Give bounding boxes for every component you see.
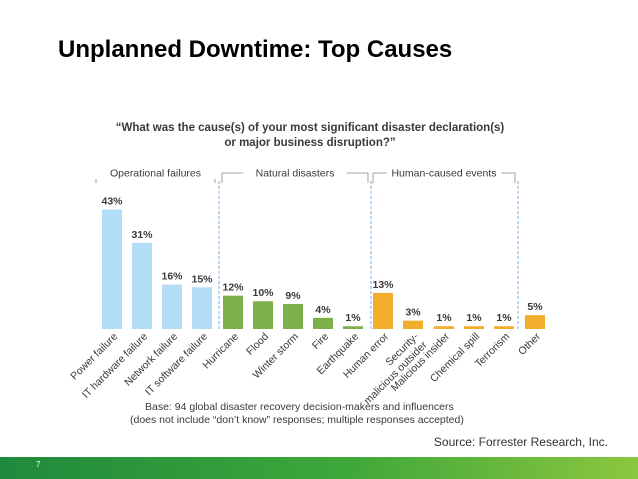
page-number: 7 [36, 460, 41, 469]
bar [132, 242, 152, 329]
category-label: Other [516, 330, 543, 357]
category-label-line: Fire [310, 331, 331, 352]
category-label-line: Other [516, 330, 543, 357]
bar-value-label: 16% [161, 271, 183, 283]
bar [253, 301, 273, 329]
group-label: Human-caused events [391, 168, 496, 180]
bar [373, 292, 393, 329]
bar-value-label: 43% [101, 196, 123, 208]
bar-value-label: 12% [222, 282, 244, 294]
group-label-bg [95, 165, 216, 179]
bar-value-label: 1% [496, 312, 512, 324]
base-note-line: (does not include “don’t know” responses… [130, 414, 464, 426]
source-citation: Source: Forrester Research, Inc. [433, 435, 608, 449]
bar-value-label: 10% [252, 287, 274, 299]
bar [403, 320, 423, 329]
chart-question-line: or major business disruption?” [224, 137, 395, 149]
base-note-line: Base: 94 global disaster recovery decisi… [145, 401, 454, 413]
bar [192, 287, 212, 329]
category-label: Fire [310, 331, 331, 352]
group-label-bg [243, 165, 347, 179]
bar-value-label: 1% [436, 312, 452, 324]
bar-value-label: 1% [466, 312, 482, 324]
bar [223, 295, 243, 329]
group-label: Operational failures [110, 168, 201, 180]
bar-value-label: 9% [285, 290, 301, 302]
bar-value-label: 5% [527, 301, 543, 313]
bar-value-label: 15% [191, 273, 213, 285]
footer-bar: 7 [0, 457, 638, 479]
bar-value-label: 4% [315, 304, 331, 316]
bar [343, 326, 363, 329]
slide-title: Unplanned Downtime: Top Causes [58, 36, 453, 63]
bar [525, 315, 545, 329]
group-label-bg [386, 165, 502, 179]
category-label-line: Flood [244, 331, 271, 358]
bar-value-label: 1% [345, 312, 361, 324]
category-label: Flood [244, 331, 271, 358]
chart-question-line: “What was the cause(s) of your most sign… [116, 122, 505, 134]
bar-value-label: 31% [131, 229, 153, 241]
bar [162, 284, 182, 329]
bar [464, 326, 484, 329]
downtime-causes-chart: “What was the cause(s) of your most sign… [68, 122, 545, 426]
bar [102, 209, 122, 329]
bar [434, 326, 454, 329]
bar-value-label: 13% [372, 279, 394, 291]
bar [494, 326, 514, 329]
bar [283, 304, 303, 329]
bar-value-label: 3% [405, 307, 421, 319]
bar [313, 317, 333, 329]
group-label: Natural disasters [256, 168, 335, 180]
